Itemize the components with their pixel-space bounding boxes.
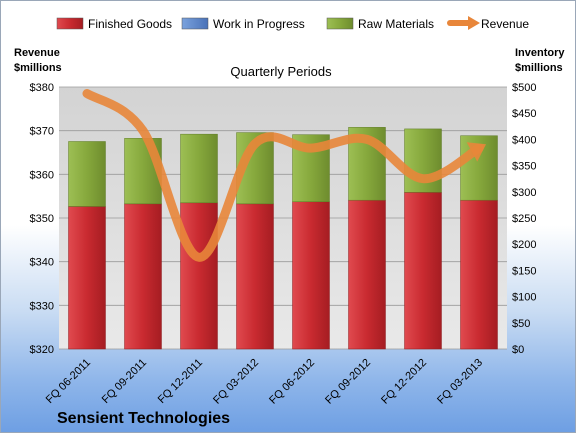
bar-finished-goods — [460, 199, 498, 350]
bar-finished-goods — [348, 199, 386, 350]
left-tick-label: $370 — [30, 126, 54, 138]
bar-finished-goods — [404, 192, 442, 350]
left-tick-label: $340 — [30, 257, 54, 269]
left-tick-label: $360 — [30, 169, 54, 181]
right-tick-label: $0 — [512, 344, 524, 356]
right-axis-title-line1: Inventory — [515, 47, 565, 59]
legend-label: Finished Goods — [88, 17, 172, 31]
right-tick-label: $400 — [512, 134, 536, 146]
legend-label: Revenue — [481, 17, 529, 31]
right-tick-label: $200 — [512, 239, 536, 251]
bar-finished-goods — [292, 201, 330, 350]
left-tick-label: $330 — [30, 300, 54, 312]
bar-finished-goods — [68, 206, 106, 350]
left-tick-label: $320 — [30, 344, 54, 356]
company-name: Sensient Technologies — [57, 410, 230, 427]
category-label: FQ 12-2011 — [156, 357, 205, 406]
legend-swatch — [181, 17, 209, 30]
revenue-line — [82, 89, 484, 262]
legend-swatch — [56, 17, 84, 30]
right-tick-label: $250 — [512, 213, 536, 225]
left-tick-label: $380 — [30, 82, 54, 94]
category-label: FQ 06-2011 — [44, 357, 93, 406]
right-tick-label: $300 — [512, 187, 536, 199]
category-label: FQ 03-2013 — [435, 357, 485, 407]
left-axis-title-line1: Revenue — [14, 47, 60, 59]
bar-raw-materials — [180, 133, 218, 204]
revenue-arrowhead — [466, 142, 487, 162]
legend-label: Raw Materials — [358, 17, 434, 31]
right-tick-label: $150 — [512, 265, 536, 277]
category-label: FQ 12-2012 — [379, 357, 429, 407]
legend-label: Work in Progress — [213, 17, 305, 31]
right-tick-label: $450 — [512, 108, 536, 120]
category-label: FQ 03-2012 — [211, 357, 261, 407]
right-tick-label: $50 — [512, 318, 530, 330]
right-axis-title-line2: $millions — [515, 62, 563, 74]
bar-finished-goods — [124, 203, 162, 350]
category-label: FQ 06-2012 — [267, 357, 317, 407]
bar-finished-goods — [236, 203, 274, 350]
plot-title: Quarterly Periods — [230, 64, 332, 79]
bar-finished-goods — [180, 202, 218, 350]
left-axis-title-line2: $millions — [14, 62, 62, 74]
category-label: FQ 09-2012 — [323, 357, 373, 407]
legend-swatch — [326, 17, 354, 30]
category-label: FQ 09-2011 — [100, 357, 149, 406]
right-tick-label: $350 — [512, 161, 536, 173]
right-tick-label: $100 — [512, 292, 536, 304]
legend-swatch-arrow — [468, 16, 480, 30]
left-tick-label: $350 — [30, 213, 54, 225]
bar-raw-materials — [68, 141, 106, 207]
right-tick-label: $500 — [512, 82, 536, 94]
